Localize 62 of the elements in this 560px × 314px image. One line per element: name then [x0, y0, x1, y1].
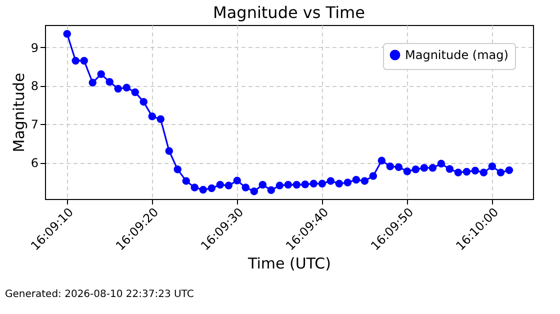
point — [403, 167, 412, 176]
point — [122, 84, 130, 92]
point — [182, 177, 190, 185]
point — [63, 30, 71, 38]
point — [454, 168, 462, 176]
point — [437, 160, 446, 168]
point — [80, 56, 88, 65]
point — [250, 187, 258, 196]
point — [462, 168, 471, 176]
point — [301, 180, 310, 188]
point — [165, 147, 173, 155]
point — [480, 168, 488, 176]
point — [242, 184, 250, 192]
point — [352, 176, 360, 184]
point — [471, 166, 480, 174]
point — [140, 98, 148, 106]
point — [216, 180, 224, 189]
point — [190, 184, 199, 192]
point — [258, 180, 267, 189]
point — [284, 180, 292, 189]
point — [88, 78, 96, 86]
point — [488, 162, 496, 170]
point — [267, 186, 276, 194]
point — [420, 164, 428, 172]
point — [199, 186, 208, 194]
point — [208, 184, 216, 192]
point — [412, 166, 420, 174]
y-tick-label: 6 — [30, 156, 38, 170]
point — [369, 172, 378, 180]
point — [360, 177, 369, 185]
point — [224, 182, 233, 190]
y-tick-label: 7 — [30, 118, 38, 132]
point — [428, 164, 437, 172]
point — [310, 180, 318, 188]
point — [344, 178, 352, 186]
y-tick-label: 9 — [30, 40, 38, 55]
point — [114, 84, 122, 93]
point — [378, 156, 386, 164]
y-tick-label: 8 — [30, 79, 38, 94]
point — [174, 166, 182, 174]
point — [106, 78, 114, 86]
point — [505, 166, 514, 174]
point — [496, 168, 505, 176]
point — [292, 180, 301, 189]
point — [148, 112, 156, 120]
legend-label: Magnitude (mag) — [405, 48, 508, 62]
point — [233, 176, 242, 184]
point — [326, 177, 335, 185]
text: Generated: 2026-08-10 22:37:23 UTC — [5, 289, 194, 300]
x-axis-title: Time (UTC) — [247, 254, 331, 272]
point — [276, 182, 284, 190]
point — [318, 180, 326, 188]
point — [335, 180, 344, 188]
point — [72, 56, 80, 65]
chart-title: Magnitude vs Time — [213, 3, 365, 22]
point — [446, 165, 454, 173]
point — [131, 88, 139, 96]
point — [97, 70, 105, 78]
point — [386, 162, 394, 170]
point — [394, 163, 403, 171]
y-axis-title: Magnitude — [10, 72, 28, 152]
point — [156, 115, 164, 123]
